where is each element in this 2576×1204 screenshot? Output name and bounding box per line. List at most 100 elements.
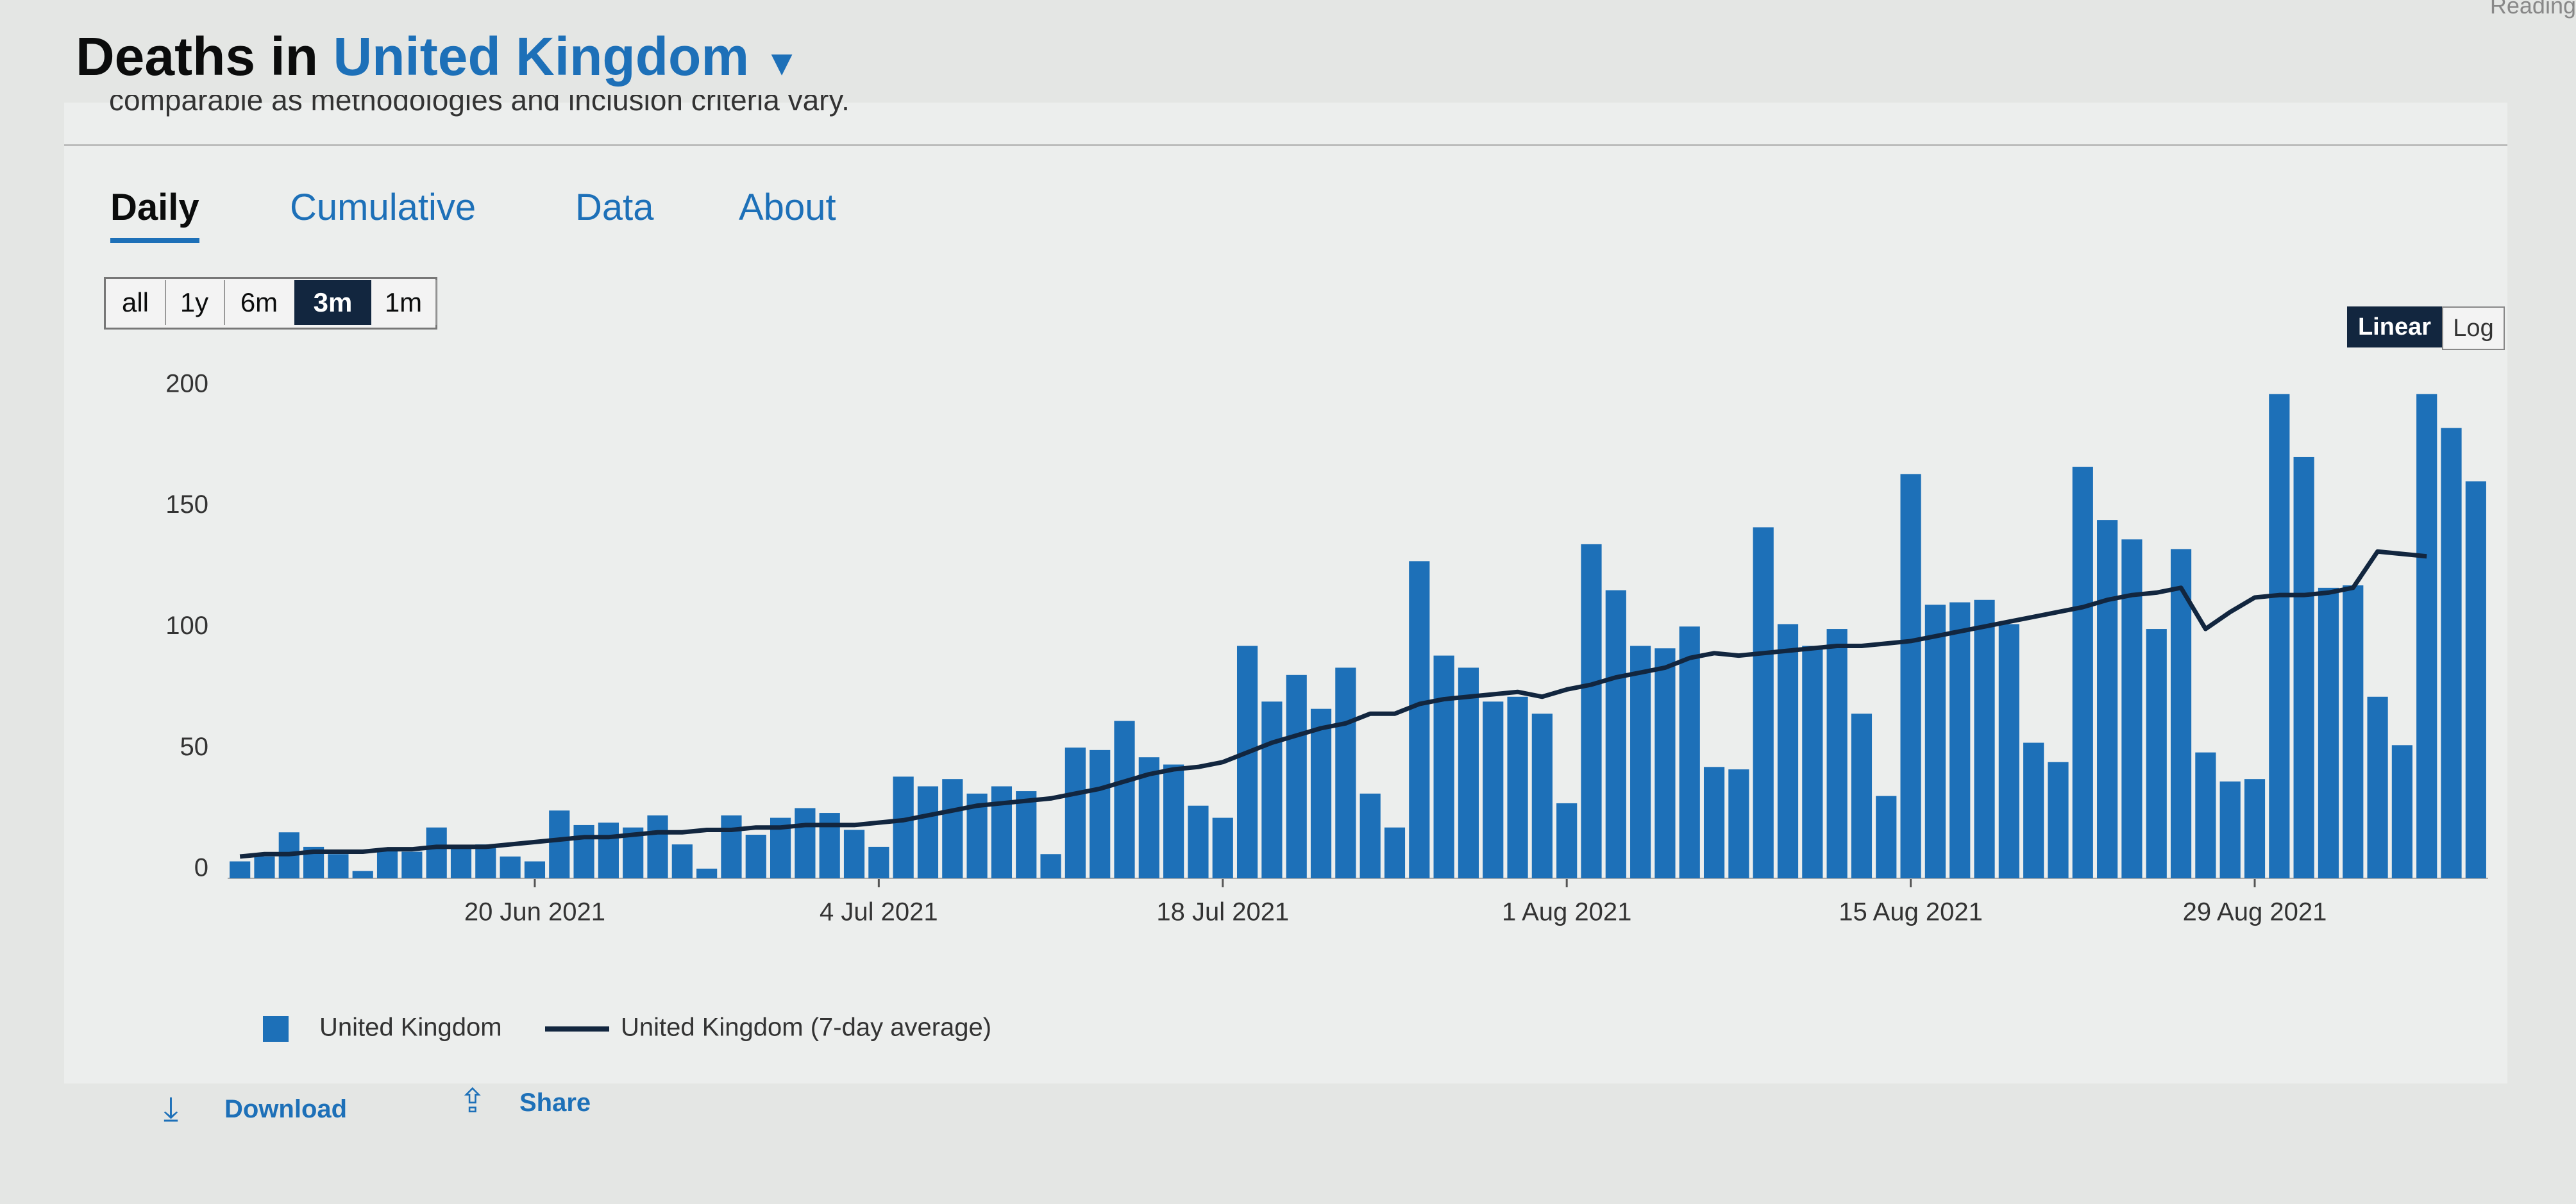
bar [1433,655,1454,878]
bar [2048,762,2069,878]
x-tick-label: 15 Aug 2021 [1839,898,1983,926]
tab[interactable]: Daily [110,186,199,243]
scale-button[interactable]: Log [2442,306,2505,350]
scale-button[interactable]: Linear [2347,306,2442,347]
bar [1040,854,1061,878]
bar [1286,674,1307,878]
bar [2170,549,2192,878]
divider [64,144,2507,146]
bar [2343,585,2364,878]
bar [868,846,889,878]
bar [1483,701,1504,878]
bar [1826,629,1848,878]
bar [2318,587,2339,878]
bar [795,808,816,878]
bar [2072,467,2093,878]
y-tick-label: 50 [180,733,209,761]
range-button[interactable]: 6m [224,280,296,325]
bar [1777,624,1799,878]
bar [2367,696,2388,878]
bar [1458,667,1479,878]
bar [1654,648,1676,878]
bar [2465,481,2486,878]
bar [1998,624,2019,878]
action-icon[interactable]: ⤓ [164,1091,178,1128]
bar [1728,769,1749,878]
x-tick-label: 4 Jul 2021 [820,898,938,926]
bar [1163,764,1184,878]
bar [647,815,668,878]
bar [991,786,1013,878]
bar [1090,749,1111,878]
bar [2023,742,2044,878]
legend-swatch [263,1016,289,1042]
bar [1409,561,1430,878]
bar [1630,646,1651,878]
country-selector[interactable]: United Kingdom [333,26,750,87]
x-tick-label: 1 Aug 2021 [1502,898,1631,926]
bar [671,844,693,878]
bar [1114,721,1135,878]
action-link[interactable]: Share [519,1089,591,1117]
bar [426,827,447,878]
range-button[interactable]: 3m [294,280,371,325]
range-button[interactable]: 1y [165,280,225,325]
bar [352,871,373,878]
bar [1802,646,1823,878]
bar [1924,605,1946,878]
bar [1236,646,1258,878]
bar [2097,520,2118,878]
bar [2269,394,2290,878]
dropdown-arrow[interactable]: ▼ [764,42,800,83]
bar [1188,805,1209,878]
bar [1261,701,1283,878]
range-button[interactable]: 1m [371,280,437,325]
subtitle: comparable as methodologies and inclusio… [109,95,850,117]
bar [1212,817,1233,878]
reading-mode[interactable]: Reading [2489,0,2576,19]
tab[interactable]: Cumulative [290,187,476,228]
bar [2391,745,2412,878]
tab[interactable]: Data [575,187,654,228]
bar [696,868,718,878]
range-button[interactable]: all [106,280,166,325]
bar [1065,748,1086,878]
action-icon[interactable]: ⇪ [459,1083,487,1120]
bar [598,823,619,878]
bar [230,861,251,878]
y-tick-label: 150 [165,490,208,519]
bar [376,849,398,878]
bar [2416,394,2437,878]
bar [893,776,914,878]
bar [1753,527,1774,878]
average-line [239,549,2427,859]
bar [1876,796,1897,878]
bar [1556,803,1578,878]
bar [1605,590,1626,878]
bar [573,824,594,878]
y-tick-label: 0 [194,854,208,882]
bar [1360,793,1381,878]
bar [1384,827,1406,878]
bar [328,854,349,878]
bar [1507,696,1528,878]
bar [2293,456,2314,878]
bar [524,861,546,878]
bar [1016,791,1037,878]
bar [2195,752,2216,878]
page-title: Deaths in United Kingdom ▼ [76,26,800,88]
bar [1949,602,1971,878]
bar [917,786,939,878]
bar [254,857,275,878]
bar [2121,539,2142,878]
bar [843,830,865,878]
tab[interactable]: About [739,187,836,228]
bar [2244,779,2266,878]
action-link[interactable]: Download [224,1095,348,1123]
bar [2441,428,2462,878]
y-tick-label: 100 [165,612,208,640]
bar [401,851,423,878]
bar [1851,714,1873,878]
bar [1679,626,1700,878]
